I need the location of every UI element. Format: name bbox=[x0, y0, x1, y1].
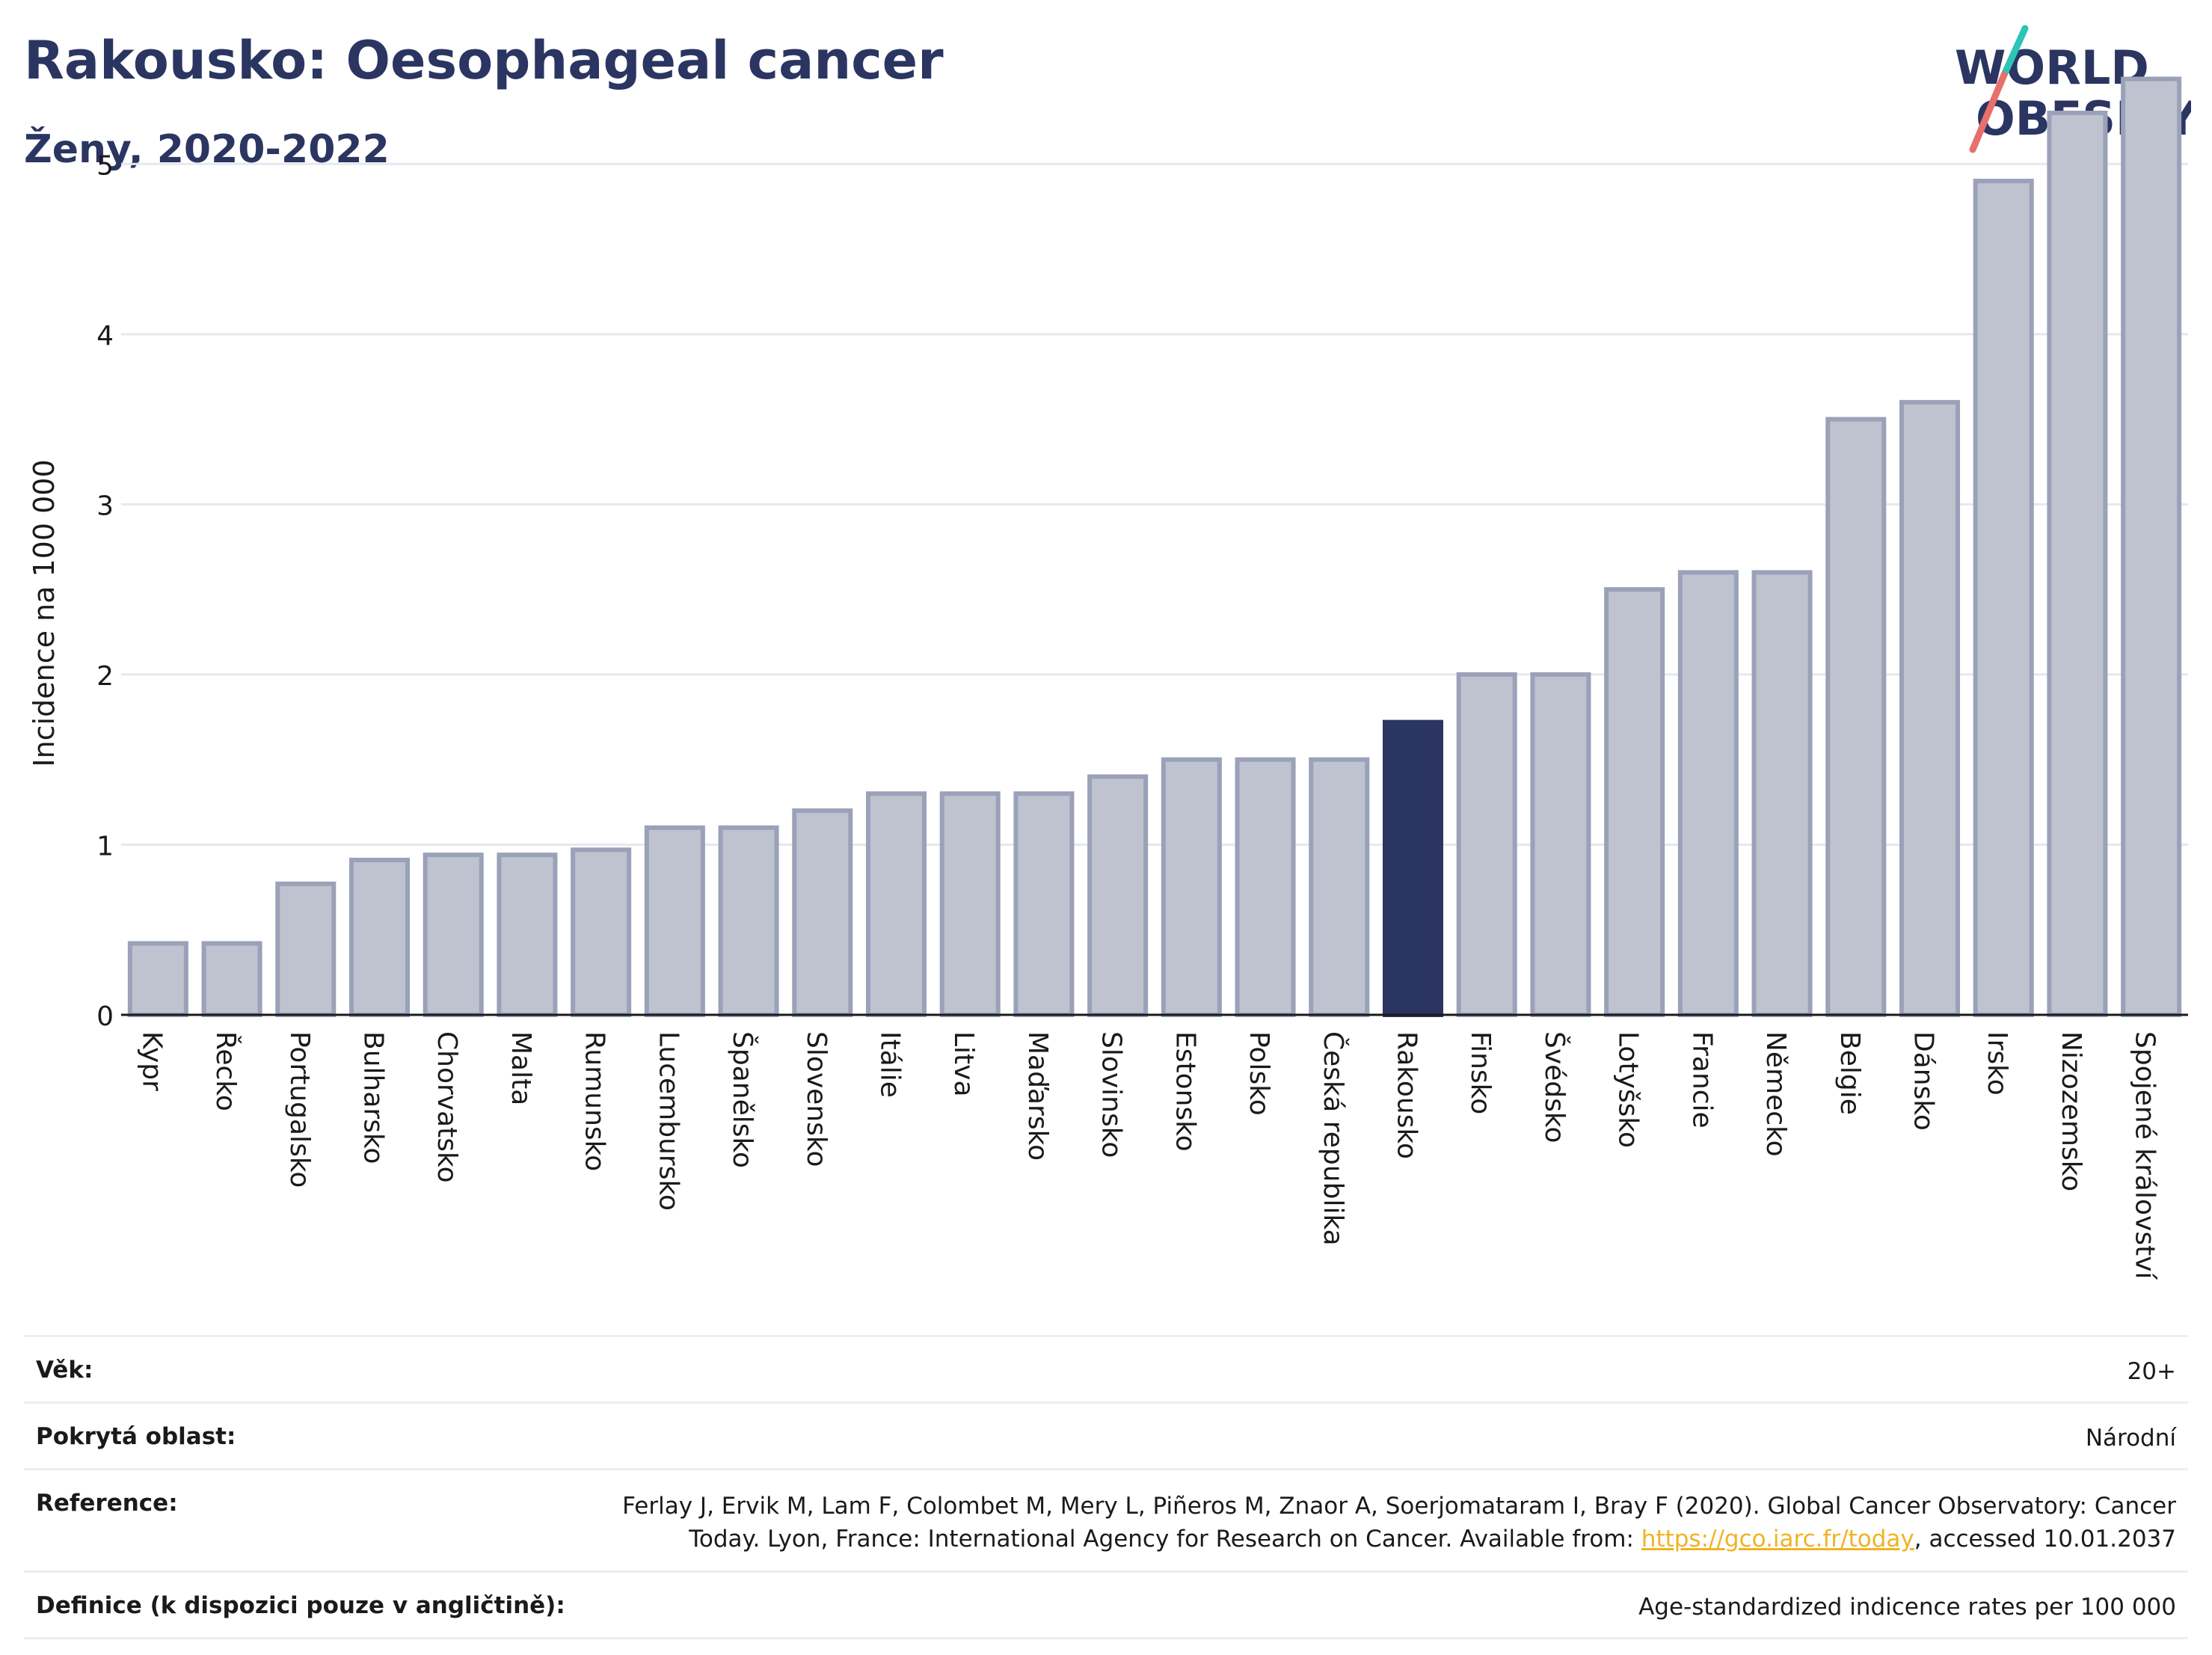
x-tick-label: Kypr bbox=[136, 1031, 167, 1091]
reference-line1: Ferlay J, Ervik M, Lam F, Colombet M, Me… bbox=[622, 1493, 2176, 1520]
bar-2 bbox=[275, 881, 337, 1018]
y-tick-label: 2 bbox=[96, 661, 114, 692]
bar-11 bbox=[939, 791, 1001, 1017]
axis-layer: 0 1 2 3 4 5 bbox=[96, 150, 2188, 1032]
bar-21 bbox=[1677, 570, 1739, 1017]
y-tick-label: 4 bbox=[96, 321, 114, 351]
page-title: Rakousko: Oesophageal cancer bbox=[24, 30, 944, 91]
reference-label: Reference: bbox=[36, 1490, 178, 1517]
bar-24 bbox=[1899, 399, 1961, 1017]
bar-15 bbox=[1235, 757, 1296, 1017]
bar-14 bbox=[1161, 757, 1222, 1017]
bar-5 bbox=[497, 853, 558, 1017]
x-tick-label: Lucembursko bbox=[653, 1031, 683, 1211]
reference-line2-pre: Today. Lyon, France: International Agenc… bbox=[689, 1526, 1641, 1553]
bar-26 bbox=[2047, 111, 2108, 1017]
reference-value: Ferlay J, Ervik M, Lam F, Colombet M, Me… bbox=[622, 1490, 2176, 1556]
age-label: Věk: bbox=[36, 1357, 93, 1384]
bar-25 bbox=[1973, 179, 2034, 1018]
footer-row-reference: Reference: Ferlay J, Ervik M, Lam F, Col… bbox=[24, 1468, 2188, 1570]
x-tick-label: Nizozemsko bbox=[2056, 1031, 2086, 1191]
x-tick-label: Dánsko bbox=[1908, 1031, 1939, 1131]
x-tick-label: Belgie bbox=[1834, 1031, 1865, 1115]
footer-table: Věk: 20+ Pokrytá oblast: Národní Referen… bbox=[24, 1335, 2188, 1639]
x-tick-label: Spojené království bbox=[2130, 1031, 2160, 1280]
bar-0 bbox=[127, 941, 188, 1017]
y-tick-label: 5 bbox=[96, 150, 114, 181]
x-tick-label: Lotyšsko bbox=[1613, 1031, 1644, 1148]
x-tick-label: Německo bbox=[1760, 1031, 1791, 1157]
bar-12 bbox=[1013, 791, 1075, 1017]
x-tick-label: Malta bbox=[506, 1031, 536, 1105]
x-tick-label: Irsko bbox=[1982, 1031, 2012, 1096]
label-layer: Kypr Řecko Portugalsko Bulharsko Chorvatsko M… bbox=[136, 1031, 2160, 1280]
bar-10 bbox=[865, 791, 927, 1017]
footer-row-age: Věk: 20+ bbox=[24, 1335, 2188, 1401]
x-tick-label: Řecko bbox=[210, 1031, 242, 1111]
x-tick-label: Francie bbox=[1686, 1031, 1717, 1129]
logo-slash-coral bbox=[1969, 71, 2008, 153]
x-tick-label: Rakousko bbox=[1392, 1031, 1422, 1159]
footer-row-area: Pokrytá oblast: Národní bbox=[24, 1401, 2188, 1468]
x-tick-label: Slovensko bbox=[801, 1031, 832, 1167]
bar-4 bbox=[423, 853, 484, 1017]
footer-row-definition: Definice (k dispozici pouze v angličtině… bbox=[24, 1570, 2188, 1639]
x-tick-label: Bulharsko bbox=[358, 1031, 389, 1164]
bar-chart: 0 1 2 3 4 5 Kypr Řecko Portugalsko Bulharsko Chor… bbox=[28, 76, 2188, 1280]
reference-line2-post: , accessed 10.01.2037 bbox=[1914, 1526, 2176, 1553]
x-tick-label: Španělsko bbox=[727, 1031, 758, 1168]
bar-23 bbox=[1825, 417, 1887, 1017]
bar-16 bbox=[1309, 757, 1370, 1017]
bar-18 bbox=[1456, 672, 1517, 1017]
x-tick-label: Rumunsko bbox=[580, 1031, 610, 1171]
age-value: 20+ bbox=[2127, 1358, 2176, 1385]
area-value: Národní bbox=[2085, 1425, 2176, 1452]
x-tick-label: Maďarsko bbox=[1022, 1031, 1053, 1161]
logo-text-line1: WORLD bbox=[1955, 40, 2149, 95]
area-label: Pokrytá oblast: bbox=[36, 1423, 236, 1450]
bar-8 bbox=[718, 825, 779, 1018]
y-tick-label: 0 bbox=[96, 1001, 114, 1032]
bar-7 bbox=[644, 825, 705, 1018]
x-tick-label: Itálie bbox=[875, 1031, 906, 1098]
bar-20 bbox=[1604, 587, 1665, 1017]
definition-value: Age-standardized indicence rates per 100… bbox=[1638, 1594, 2176, 1621]
reference-link[interactable]: https://gco.iarc.fr/today bbox=[1641, 1526, 1914, 1553]
bar-3 bbox=[348, 857, 411, 1017]
bar-17 bbox=[1382, 719, 1444, 1017]
x-tick-label: Litva bbox=[948, 1031, 979, 1097]
x-tick-label: Švédsko bbox=[1539, 1031, 1570, 1143]
bar-1 bbox=[201, 941, 262, 1017]
definition-label: Definice (k dispozici pouze v angličtině… bbox=[36, 1592, 565, 1619]
x-tick-label: Portugalsko bbox=[284, 1031, 315, 1188]
bar-layer bbox=[127, 76, 2182, 1018]
y-tick-label: 3 bbox=[96, 491, 114, 521]
bar-9 bbox=[792, 808, 853, 1018]
x-tick-label: Chorvatsko bbox=[431, 1031, 462, 1183]
bar-6 bbox=[571, 847, 632, 1018]
bar-13 bbox=[1087, 774, 1149, 1017]
x-tick-label: Finsko bbox=[1465, 1031, 1496, 1114]
x-tick-label: Polsko bbox=[1244, 1031, 1274, 1116]
bar-22 bbox=[1751, 570, 1813, 1017]
logo-slash-teal bbox=[2000, 25, 2029, 79]
bar-27 bbox=[2121, 76, 2182, 1017]
bar-19 bbox=[1530, 672, 1591, 1017]
x-tick-label: Česká republika bbox=[1318, 1031, 1349, 1246]
y-axis-title: Incidence na 100 000 bbox=[28, 459, 61, 767]
y-tick-label: 1 bbox=[96, 831, 114, 862]
x-tick-label: Estonsko bbox=[1170, 1031, 1200, 1152]
x-tick-label: Slovinsko bbox=[1096, 1031, 1127, 1158]
